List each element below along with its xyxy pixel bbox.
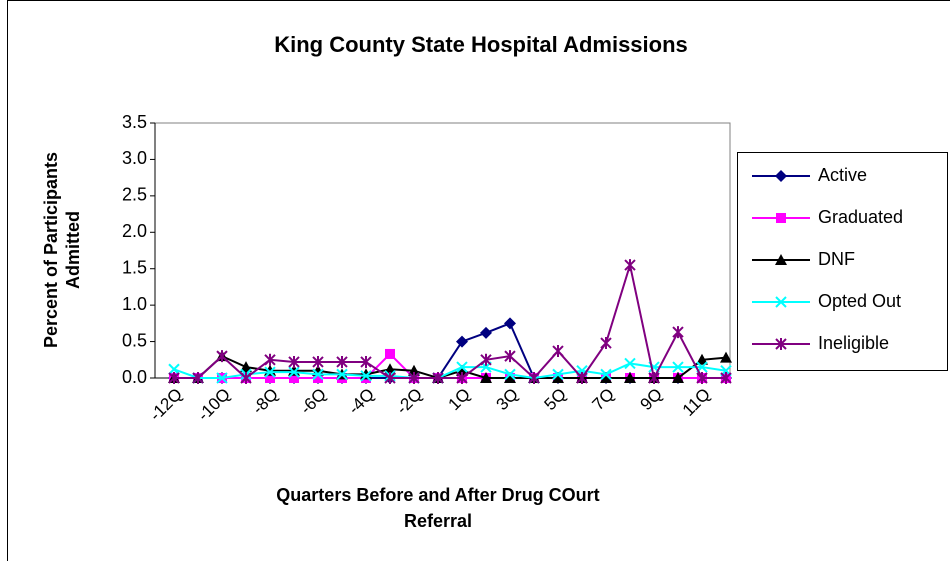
marker <box>216 372 228 384</box>
marker <box>336 368 348 381</box>
marker <box>360 355 372 368</box>
marker <box>648 372 660 384</box>
marker <box>775 170 787 182</box>
marker <box>696 372 708 384</box>
y-tick-label: 3.0 <box>122 148 147 168</box>
marker <box>672 326 684 339</box>
marker <box>313 373 323 383</box>
y-tick-label: 1.5 <box>122 257 147 277</box>
marker <box>672 372 684 383</box>
y-tick-label: 2.0 <box>122 221 147 241</box>
marker <box>480 353 492 366</box>
marker <box>696 353 708 365</box>
marker <box>265 373 275 383</box>
marker <box>600 368 612 381</box>
series-line <box>174 354 727 380</box>
marker <box>456 364 468 376</box>
marker <box>600 337 612 350</box>
chart-title: King County State Hospital Admissions <box>274 32 688 57</box>
marker <box>408 372 420 384</box>
y-tick-label: 0.5 <box>122 330 147 350</box>
y-tick-label: 1.0 <box>122 294 147 314</box>
marker <box>480 326 492 339</box>
legend-label: DNF <box>818 249 855 269</box>
marker <box>288 366 300 378</box>
marker <box>456 361 468 373</box>
marker <box>552 368 564 381</box>
legend-label: Graduated <box>818 207 903 227</box>
legend-label: Active <box>818 165 867 185</box>
marker <box>775 338 787 350</box>
marker <box>672 361 684 373</box>
plot-area <box>154 122 731 379</box>
y-tick-label: 3.5 <box>122 112 147 132</box>
legend-box <box>737 152 948 371</box>
marker <box>775 254 787 265</box>
marker <box>720 372 732 384</box>
marker <box>776 213 786 223</box>
marker <box>216 350 228 363</box>
marker <box>192 372 204 384</box>
marker <box>432 372 444 384</box>
marker <box>312 368 324 381</box>
series <box>168 259 732 384</box>
marker <box>552 372 564 383</box>
marker <box>576 372 588 384</box>
marker <box>360 370 372 382</box>
marker <box>720 351 732 363</box>
marker <box>775 296 787 308</box>
marker <box>624 357 636 370</box>
marker <box>504 372 516 383</box>
marker <box>384 372 396 384</box>
legend-label: Ineligible <box>818 333 889 353</box>
marker <box>504 350 516 363</box>
marker <box>480 372 492 383</box>
marker <box>528 372 540 384</box>
marker <box>312 364 324 376</box>
marker <box>385 348 395 359</box>
y-axis-label-line: Admitted <box>63 211 83 289</box>
marker <box>624 259 636 272</box>
marker <box>168 372 180 384</box>
marker <box>456 372 468 384</box>
marker <box>312 355 324 368</box>
x-axis-label: Referral <box>404 511 472 531</box>
series-line <box>173 362 727 380</box>
marker <box>336 355 348 368</box>
marker <box>408 364 420 376</box>
legend-label: Opted Out <box>818 291 901 311</box>
marker <box>289 373 299 383</box>
y-tick-label: 2.5 <box>122 185 147 205</box>
y-tick-label: 0.0 <box>122 367 147 387</box>
marker <box>240 372 252 384</box>
marker <box>624 372 636 383</box>
marker <box>264 353 276 366</box>
x-axis-label: Quarters Before and After Drug COurt <box>276 485 599 505</box>
marker <box>168 363 180 375</box>
marker <box>600 372 612 383</box>
marker <box>240 361 252 373</box>
marker <box>504 368 516 381</box>
marker <box>504 317 516 330</box>
y-axis-label-line: Percent of Participants <box>41 152 61 348</box>
marker <box>288 355 300 368</box>
marker <box>552 345 564 358</box>
marker <box>456 335 468 348</box>
marker <box>264 366 276 378</box>
y-axis-label: Percent of Participants Admitted <box>41 152 83 348</box>
